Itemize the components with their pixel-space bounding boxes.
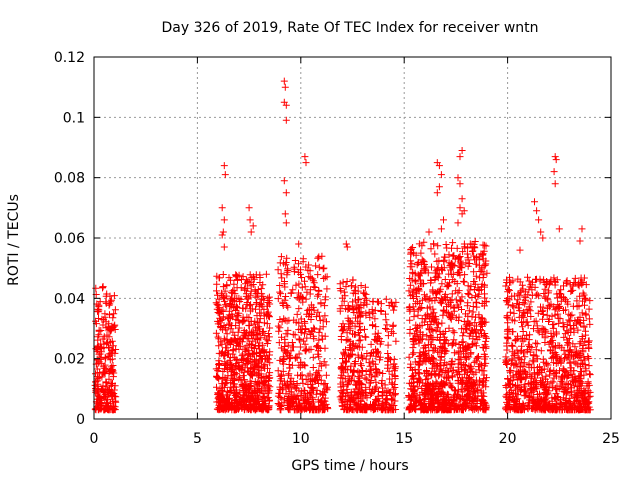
axis-ticks: 0 0.02 0.04 0.06 0.08 0.1 0.12 0 5 10 15 20 25 bbox=[54, 50, 620, 447]
data-points bbox=[91, 77, 594, 414]
y-tick-label: 0.04 bbox=[54, 291, 85, 307]
x-tick-label: 10 bbox=[292, 431, 310, 447]
x-axis-label: GPS time / hours bbox=[291, 458, 408, 474]
y-tick-label: 0 bbox=[76, 412, 85, 428]
scatter-markers bbox=[91, 77, 594, 414]
y-tick-label: 0.06 bbox=[54, 231, 85, 247]
x-tick-label: 25 bbox=[602, 431, 620, 447]
y-tick-label: 0.02 bbox=[54, 352, 85, 368]
x-tick-label: 0 bbox=[90, 431, 99, 447]
y-tick-label: 0.1 bbox=[63, 110, 85, 126]
chart-title: Day 326 of 2019, Rate Of TEC Index for r… bbox=[161, 20, 538, 36]
x-tick-label: 20 bbox=[499, 431, 517, 447]
y-axis-label: ROTI / TECUs bbox=[6, 194, 22, 286]
x-tick-label: 15 bbox=[395, 431, 413, 447]
y-tick-label: 0.12 bbox=[54, 50, 85, 66]
x-tick-label: 5 bbox=[193, 431, 202, 447]
y-tick-label: 0.08 bbox=[54, 171, 85, 187]
grid-lines bbox=[94, 57, 611, 419]
